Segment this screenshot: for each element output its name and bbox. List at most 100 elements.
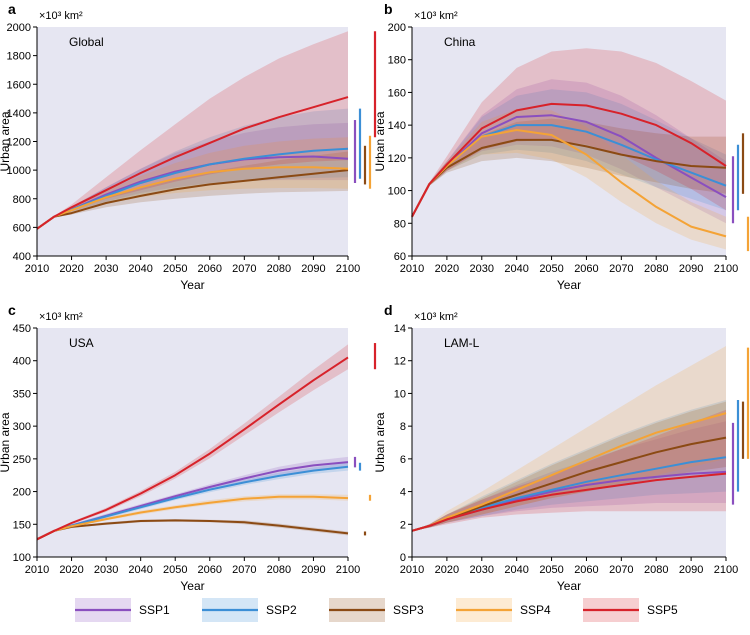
region-title: China — [444, 35, 476, 49]
x-tick-label: 2040 — [128, 263, 152, 275]
y-axis-title: Urban area — [0, 412, 12, 472]
x-axis-title: Year — [180, 278, 204, 292]
y-tick-label: 150 — [13, 519, 31, 531]
x-axis-title: Year — [557, 579, 581, 593]
y-tick-label: 100 — [388, 186, 406, 198]
y-tick-label: 1000 — [7, 165, 31, 177]
panel-a: a 400 600 800 1000 1200 1400 1600 1800 2000 2010 20… — [0, 1, 377, 292]
x-tick-label: 2050 — [163, 564, 187, 576]
band-ssp2 — [412, 89, 726, 217]
x-tick-label: 2030 — [94, 263, 118, 275]
x-tick-label: 2020 — [59, 263, 83, 275]
region-title: LAM-L — [444, 336, 480, 350]
y-tick-label: 2000 — [7, 22, 31, 34]
x-tick-label: 2070 — [609, 263, 633, 275]
plot-area — [37, 328, 348, 557]
y-tick-label: 8 — [400, 421, 406, 433]
y-tick-label: 10 — [394, 388, 406, 400]
x-tick-label: 2100 — [336, 564, 360, 576]
y-tick-label: 600 — [13, 222, 31, 234]
y-tick-label: 12 — [394, 356, 406, 368]
x-tick-label: 2100 — [714, 564, 738, 576]
y-tick-label: 400 — [13, 251, 31, 263]
x-tick-label: 2020 — [59, 564, 83, 576]
legend: SSP1 SSP2 SSP3 SSP4 SSP5 — [75, 598, 678, 622]
legend-item-ssp5: SSP5 — [583, 598, 678, 622]
x-tick-label: 2040 — [128, 564, 152, 576]
region-title: USA — [69, 336, 94, 350]
line-ssp3 — [36, 169, 349, 230]
legend-label: SSP5 — [647, 603, 678, 617]
x-tick-label: 2060 — [574, 263, 598, 275]
panel-letter: c — [8, 302, 16, 318]
panel-letter: d — [384, 302, 393, 318]
y-tick-label: 180 — [388, 55, 406, 67]
unit-label: ×10³ km² — [39, 311, 83, 323]
x-tick-label: 2040 — [504, 263, 528, 275]
x-tick-label: 2010 — [25, 564, 49, 576]
band-ssp3 — [412, 118, 726, 217]
y-tick-label: 1800 — [7, 51, 31, 63]
unit-label: ×10³ km² — [39, 10, 83, 22]
x-tick-label: 2010 — [25, 263, 49, 275]
y-axis-title: Urban area — [373, 412, 387, 472]
x-tick-label: 2030 — [94, 564, 118, 576]
x-tick-label: 2040 — [504, 564, 528, 576]
x-tick-label: 2070 — [232, 564, 256, 576]
x-tick-label: 2070 — [609, 564, 633, 576]
x-tick-label: 2020 — [435, 263, 459, 275]
line-ssp5 — [411, 102, 727, 218]
band-ssp2 — [412, 400, 726, 531]
x-tick-label: 2020 — [435, 564, 459, 576]
y-tick-label: 1200 — [7, 137, 31, 149]
band-ssp5 — [412, 48, 726, 217]
y-tick-label: 6 — [400, 454, 406, 466]
band-ssp4 — [37, 494, 348, 540]
y-tick-label: 140 — [388, 120, 406, 132]
x-axis-title: Year — [180, 579, 204, 593]
x-tick-label: 2030 — [470, 564, 494, 576]
y-tick-label: 100 — [13, 552, 31, 564]
y-tick-label: 120 — [388, 153, 406, 165]
band-ssp4 — [412, 108, 726, 250]
band-ssp4 — [412, 346, 726, 531]
line-ssp5 — [36, 96, 349, 230]
legend-label: SSP4 — [520, 603, 551, 617]
y-tick-label: 60 — [394, 251, 406, 263]
band-ssp1 — [412, 79, 726, 224]
panel-letter: a — [8, 1, 16, 17]
y-tick-label: 400 — [13, 356, 31, 368]
band-ssp4 — [37, 137, 348, 229]
y-tick-label: 1600 — [7, 79, 31, 91]
plot-area — [37, 27, 348, 256]
x-tick-label: 2080 — [644, 564, 668, 576]
legend-label: SSP3 — [393, 603, 424, 617]
band-ssp5 — [37, 31, 348, 229]
legend-item-ssp1: SSP1 — [75, 598, 170, 622]
y-tick-label: 2 — [400, 519, 406, 531]
unit-label: ×10³ km² — [414, 10, 458, 22]
x-tick-label: 2100 — [336, 263, 360, 275]
line-ssp4 — [36, 495, 349, 541]
x-tick-label: 2060 — [574, 564, 598, 576]
y-tick-label: 350 — [13, 388, 31, 400]
line-ssp4 — [36, 166, 349, 230]
x-tick-label: 2090 — [301, 263, 325, 275]
x-tick-label: 2090 — [679, 263, 703, 275]
legend-label: SSP2 — [266, 603, 297, 617]
x-tick-label: 2060 — [198, 263, 222, 275]
y-tick-label: 1400 — [7, 108, 31, 120]
panel-letter: b — [384, 1, 393, 17]
panel-c: c 100 150 200 250 300 350 400 450 2010 2020 2030 204… — [0, 302, 377, 593]
x-tick-label: 2080 — [267, 263, 291, 275]
x-tick-label: 2050 — [539, 263, 563, 275]
legend-item-ssp3: SSP3 — [329, 598, 424, 622]
y-tick-label: 14 — [394, 323, 406, 335]
x-tick-label: 2090 — [301, 564, 325, 576]
y-tick-label: 450 — [13, 323, 31, 335]
region-title: Global — [69, 35, 104, 49]
y-tick-label: 800 — [13, 194, 31, 206]
x-tick-label: 2050 — [539, 564, 563, 576]
y-tick-label: 0 — [400, 552, 406, 564]
